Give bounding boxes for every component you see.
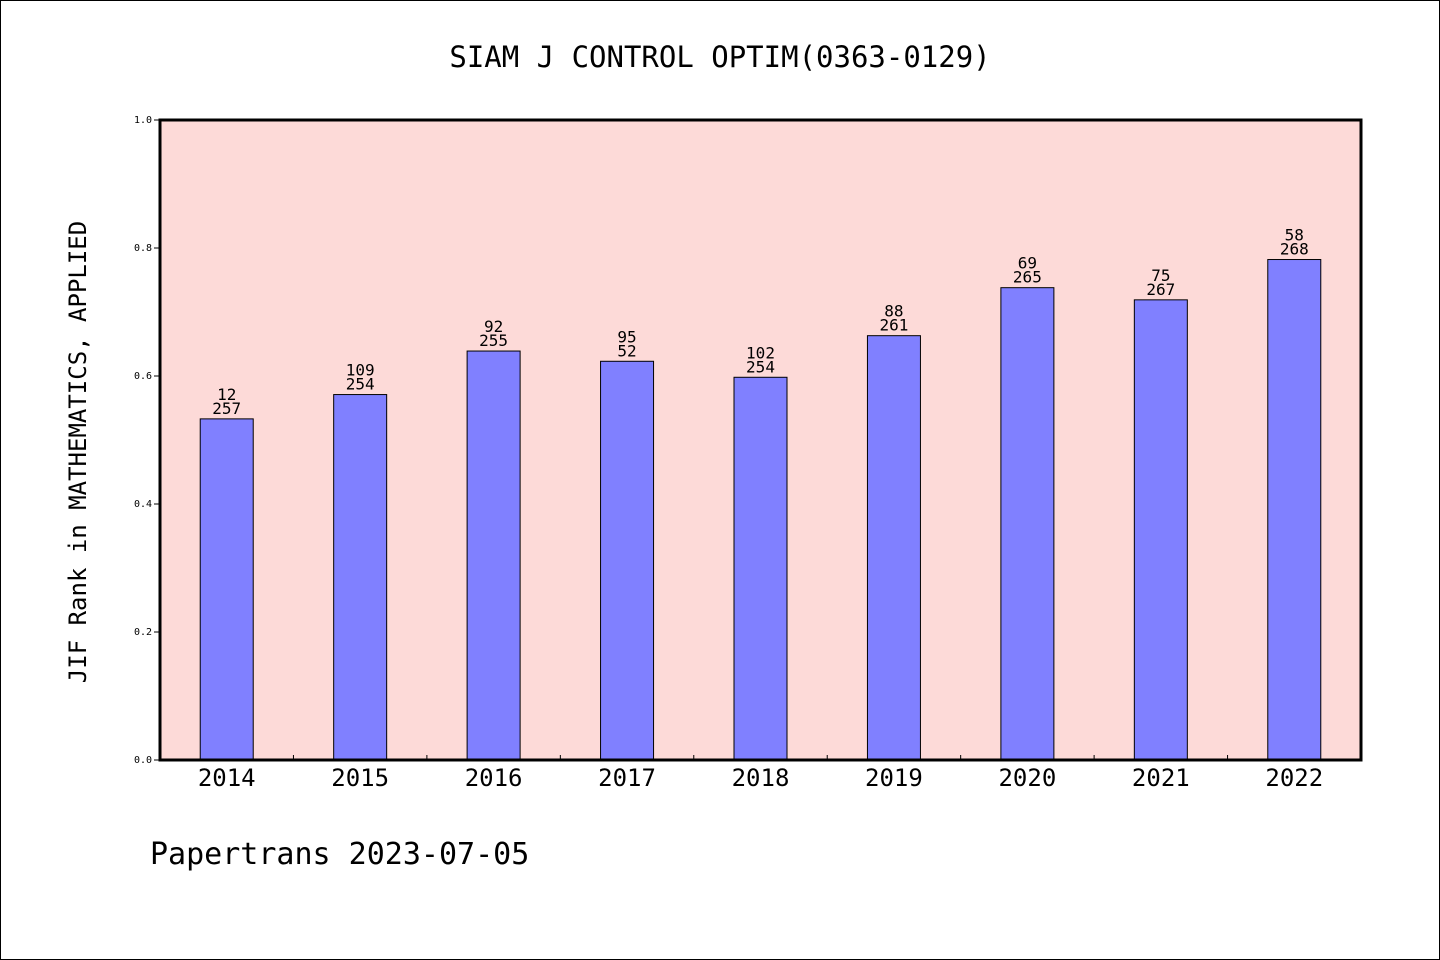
bar-rank-label: 75 (1151, 266, 1170, 285)
bar (333, 394, 388, 761)
x-tick-label: 2014 (198, 764, 256, 792)
plot-frame (158, 118, 1363, 762)
x-tick-label: 2020 (998, 764, 1056, 792)
bar-total-label: 254 (746, 357, 775, 376)
bar-total-label: 261 (879, 316, 908, 335)
bar-rank-label: 58 (1285, 226, 1304, 245)
y-axis-ticks: 0.0 0.2 0.4 0.6 0.8 1.0 (134, 115, 160, 766)
x-tick-label: 2018 (732, 764, 790, 792)
bar (1133, 299, 1188, 761)
bar (1267, 259, 1322, 761)
y-tick-label: 0.2 (134, 627, 152, 638)
chart-title: SIAM J CONTROL OPTIM(0363-0129) (449, 40, 990, 74)
bar-total-label: 52 (617, 341, 636, 360)
bar (866, 335, 921, 761)
bar-total-label: 255 (479, 331, 508, 350)
y-tick-label: 1.0 (134, 115, 152, 126)
x-tick-label: 2021 (1132, 764, 1190, 792)
bar-total-label: 268 (1280, 240, 1309, 259)
bar-rank-label: 92 (484, 317, 503, 336)
bars (199, 259, 1322, 761)
x-tick-label: 2016 (465, 764, 523, 792)
bar-rank-label: 69 (1018, 254, 1037, 273)
bar-rank-label: 95 (617, 327, 636, 346)
x-tick-label: 2019 (865, 764, 923, 792)
y-tick-label: 0.8 (134, 243, 152, 254)
bar-rank-label: 88 (884, 302, 903, 321)
x-tick-label: 2017 (598, 764, 656, 792)
bar-rank-label: 102 (746, 343, 775, 362)
bar-total-label: 257 (212, 399, 241, 418)
bar-total-label: 265 (1013, 268, 1042, 287)
y-tick-label: 0.6 (134, 371, 152, 382)
bar-total-label: 267 (1146, 280, 1175, 299)
bar (466, 350, 521, 761)
x-tick-label: 2022 (1265, 764, 1323, 792)
bar (600, 360, 655, 761)
y-axis-label: JIF Rank in MATHEMATICS, APPLIED (64, 221, 92, 683)
y-tick-label: 0.0 (134, 755, 152, 766)
bar-rank-label: 109 (346, 361, 375, 380)
y-tick-label: 0.4 (134, 499, 152, 510)
footer-text: Papertrans 2023-07-05 (150, 837, 529, 872)
bar (199, 418, 254, 761)
bar-total-label: 254 (346, 375, 375, 394)
x-tick-label: 2015 (331, 764, 389, 792)
bar (1000, 287, 1055, 761)
bar (733, 376, 788, 761)
x-axis-ticks: 2014 2015 2016 2017 2018 2019 2020 2021 2022 (198, 755, 1323, 792)
bar-rank-label: 12 (217, 385, 236, 404)
